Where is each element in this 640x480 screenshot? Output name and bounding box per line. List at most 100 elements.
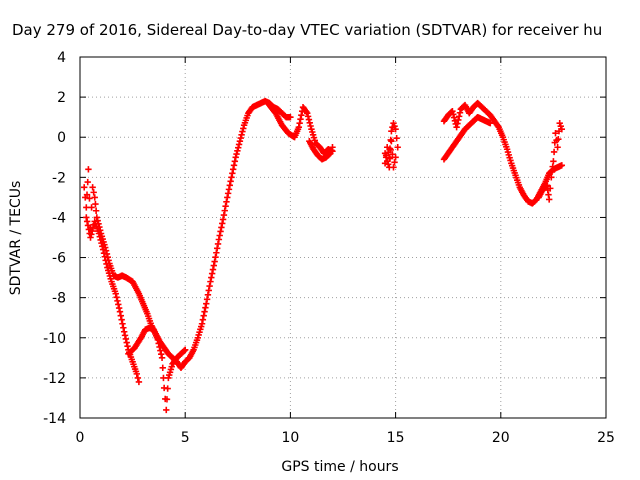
- data-point: [155, 340, 162, 347]
- y-axis: -14 -12 -10 -8 -6 -4 -2 0 2 4: [43, 50, 606, 427]
- data-point: [389, 151, 396, 158]
- data-point: [306, 119, 313, 126]
- data-point: [84, 222, 92, 229]
- data-point: [205, 287, 212, 294]
- data-point: [220, 211, 228, 219]
- data-point: [115, 301, 122, 308]
- data-point: [85, 166, 92, 173]
- data-point: [181, 347, 188, 354]
- data-point: [547, 185, 554, 192]
- data-point: [208, 270, 216, 277]
- data-point: [117, 312, 125, 319]
- data-point: [89, 227, 96, 235]
- data-point: [213, 245, 221, 252]
- data-point: [120, 328, 128, 335]
- data-point: [202, 304, 209, 311]
- data-point: [159, 364, 166, 372]
- data-point: [548, 168, 556, 176]
- data-point: [298, 111, 305, 119]
- data-point: [88, 204, 95, 211]
- data-point: [120, 324, 127, 331]
- data-point: [207, 278, 214, 285]
- data-point: [381, 150, 389, 157]
- data-point: [200, 312, 207, 319]
- x-tick-label: 0: [76, 430, 85, 446]
- data-point: [554, 144, 561, 151]
- data-point: [89, 224, 97, 232]
- data-point: [235, 144, 242, 151]
- x-tick-label: 10: [281, 430, 299, 446]
- data-point: [221, 207, 228, 214]
- data-point: [163, 406, 170, 414]
- data-point: [95, 230, 103, 237]
- data-points: [81, 97, 566, 414]
- data-point: [558, 126, 566, 133]
- data-point: [236, 138, 244, 145]
- y-tick-label: -6: [52, 251, 66, 267]
- data-point: [555, 136, 562, 143]
- data-point: [211, 258, 218, 265]
- data-point: [327, 150, 334, 157]
- data-point: [134, 374, 142, 382]
- data-point: [213, 249, 220, 256]
- data-point: [210, 262, 218, 269]
- data-point: [154, 336, 162, 343]
- x-tick-label: 15: [387, 430, 405, 446]
- data-point: [557, 122, 564, 130]
- data-point: [230, 162, 238, 169]
- data-point: [214, 240, 222, 248]
- data-point: [201, 308, 208, 315]
- data-point: [92, 200, 99, 208]
- data-point: [222, 203, 229, 210]
- data-point: [392, 126, 399, 133]
- data-point: [233, 150, 240, 158]
- data-point: [229, 166, 237, 173]
- data-point: [224, 194, 231, 201]
- data-point: [101, 253, 109, 260]
- y-tick-label: -10: [43, 331, 66, 347]
- data-point: [227, 178, 234, 185]
- data-point: [223, 198, 230, 206]
- data-point: [115, 304, 123, 312]
- data-point: [83, 214, 90, 221]
- data-point: [83, 191, 91, 198]
- data-point: [206, 282, 213, 290]
- data-point: [212, 253, 219, 261]
- data-point: [122, 335, 130, 343]
- data-point: [219, 220, 226, 227]
- y-tick-label: -8: [52, 291, 66, 307]
- y-tick-label: 0: [57, 130, 66, 146]
- data-point: [450, 114, 458, 121]
- plot-frame: [79, 56, 607, 419]
- data-point: [98, 239, 105, 247]
- data-point: [231, 158, 239, 165]
- data-point: [93, 214, 101, 221]
- data-point: [391, 159, 398, 166]
- data-point: [103, 260, 110, 268]
- data-point: [226, 182, 234, 189]
- chart-title: Day 279 of 2016, Sidereal Day-to-day VTE…: [12, 21, 602, 39]
- data-point: [304, 113, 312, 120]
- data-point: [390, 119, 397, 127]
- data-point: [550, 148, 558, 156]
- data-point: [494, 122, 502, 130]
- x-tick-label: 5: [181, 430, 190, 446]
- data-point: [158, 351, 165, 358]
- data-point: [229, 170, 236, 177]
- data-point: [89, 184, 96, 191]
- data-point: [295, 123, 303, 131]
- data-point: [545, 196, 553, 203]
- data-point: [455, 116, 462, 124]
- data-point: [388, 128, 395, 135]
- data-point: [99, 243, 106, 250]
- data-point: [123, 339, 130, 346]
- data-point: [83, 218, 91, 225]
- data-point: [203, 296, 211, 303]
- data-point: [235, 141, 243, 148]
- data-point: [119, 320, 126, 327]
- data-point: [287, 113, 294, 121]
- y-tick-label: -14: [43, 411, 66, 427]
- data-point: [552, 130, 559, 137]
- data-point: [92, 207, 100, 214]
